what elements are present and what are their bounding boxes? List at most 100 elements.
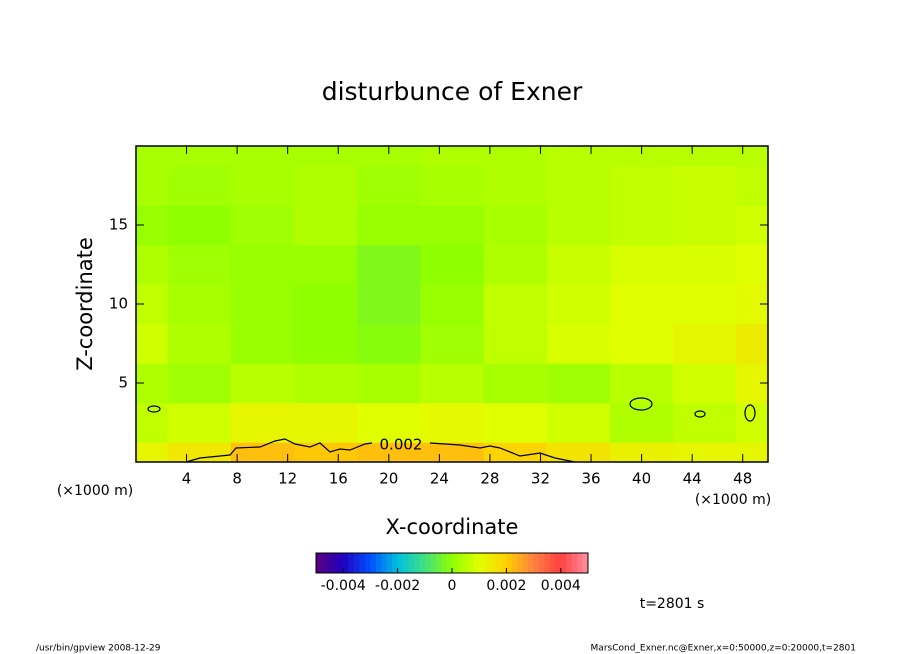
field-cell <box>167 442 232 462</box>
field-cell <box>610 323 674 364</box>
colorbar-cell <box>375 553 382 573</box>
field-cell <box>673 442 737 462</box>
colorbar-cell <box>430 553 436 573</box>
field-cell <box>546 323 611 364</box>
field-cell <box>736 165 768 206</box>
field-cell <box>136 244 169 285</box>
y-axis-label: Z-coordinate <box>73 237 97 371</box>
field-cell <box>136 165 169 206</box>
field-cell <box>357 205 421 246</box>
colorbar-cell <box>490 553 496 573</box>
field-cell <box>546 146 611 167</box>
colorbar-cell <box>370 553 377 573</box>
field-cell <box>736 402 768 443</box>
field-cell <box>483 323 548 364</box>
field-cell <box>610 284 674 325</box>
field-cell <box>357 363 421 404</box>
x-tick-label: 28 <box>480 470 499 488</box>
field-cell <box>673 323 737 364</box>
colorbar-tick-label: 0.002 <box>486 578 526 594</box>
colorbar-cell <box>354 553 360 573</box>
field-cell <box>420 205 485 246</box>
colorbar-cell <box>381 553 388 573</box>
field-cell <box>230 402 295 443</box>
colorbar-cell <box>348 553 355 573</box>
field-cell <box>610 402 674 443</box>
field-cell <box>294 323 358 364</box>
colorbar-cell <box>522 553 529 573</box>
field-cell <box>136 442 169 462</box>
x-tick-label: 20 <box>379 470 398 488</box>
colorbar-cell <box>408 553 415 573</box>
y-tick-label: 15 <box>109 216 128 234</box>
x-tick-label: 4 <box>182 470 192 488</box>
field-cell <box>420 402 485 443</box>
colorbar-cell <box>560 553 567 573</box>
x-tick-label: 32 <box>531 470 550 488</box>
field-cell <box>230 363 295 404</box>
x-unit-left: (×1000 m) <box>57 483 133 499</box>
colorbar-tick-label: -0.004 <box>321 578 366 594</box>
colorbar-cell <box>413 553 420 573</box>
x-tick-label: 40 <box>632 470 651 488</box>
colorbar-cell <box>533 553 540 573</box>
field-cell <box>167 284 232 325</box>
field-cell <box>420 323 485 364</box>
field-cell <box>546 244 611 285</box>
x-tick-label: 8 <box>232 470 242 488</box>
field-cell <box>673 165 737 206</box>
field-cell <box>483 244 548 285</box>
field-cell <box>357 402 421 443</box>
field-cell <box>167 205 232 246</box>
field-cell <box>673 402 737 443</box>
field-cell <box>294 363 358 404</box>
colorbar-cell <box>403 553 409 573</box>
field-cell <box>736 442 768 462</box>
field-cell <box>357 165 421 206</box>
field-cell <box>294 284 358 325</box>
field-cell <box>610 205 674 246</box>
field-cell <box>420 442 485 462</box>
colorbar-cell <box>544 553 551 573</box>
colorbar-cell <box>359 553 366 573</box>
field-cell <box>230 244 295 285</box>
field-cell <box>483 165 548 206</box>
colorbar-cell <box>435 553 442 573</box>
colorbar-cell <box>473 553 480 573</box>
contour-label: 0.002 <box>380 436 423 454</box>
field-cell <box>483 146 548 167</box>
field-cell <box>167 244 232 285</box>
field-cell <box>420 244 485 285</box>
field-cell <box>610 442 674 462</box>
colorbar-cell <box>549 553 556 573</box>
field-cell <box>357 146 421 167</box>
field-cell <box>294 244 358 285</box>
colorbar-cell <box>506 553 513 573</box>
colorbar-cell <box>424 553 431 573</box>
field-cell <box>167 363 232 404</box>
colorbar-cell <box>397 553 404 573</box>
colorbar-cell <box>484 553 491 573</box>
footer-left: /usr/bin/gpview 2008-12-29 <box>36 644 161 654</box>
colorbar-cell <box>332 553 339 573</box>
field-cell <box>736 323 768 364</box>
field-cell <box>136 402 169 443</box>
field-cell <box>294 205 358 246</box>
x-tick-label: 12 <box>278 470 297 488</box>
colorbar-cell <box>517 553 524 573</box>
field-cell <box>610 363 674 404</box>
colorbar-tick-label: 0 <box>448 578 457 594</box>
field-cell <box>673 146 737 167</box>
field-cell <box>167 146 232 167</box>
field-cell <box>230 205 295 246</box>
colorbar-cell <box>441 553 447 573</box>
field-cell <box>610 244 674 285</box>
field-cell <box>610 165 674 206</box>
field-cell <box>483 442 548 462</box>
colorbar-cell <box>321 553 328 573</box>
field-cell <box>673 284 737 325</box>
field-cell <box>357 323 421 364</box>
colorbar-cell <box>539 553 545 573</box>
colorbar-cell <box>343 553 349 573</box>
